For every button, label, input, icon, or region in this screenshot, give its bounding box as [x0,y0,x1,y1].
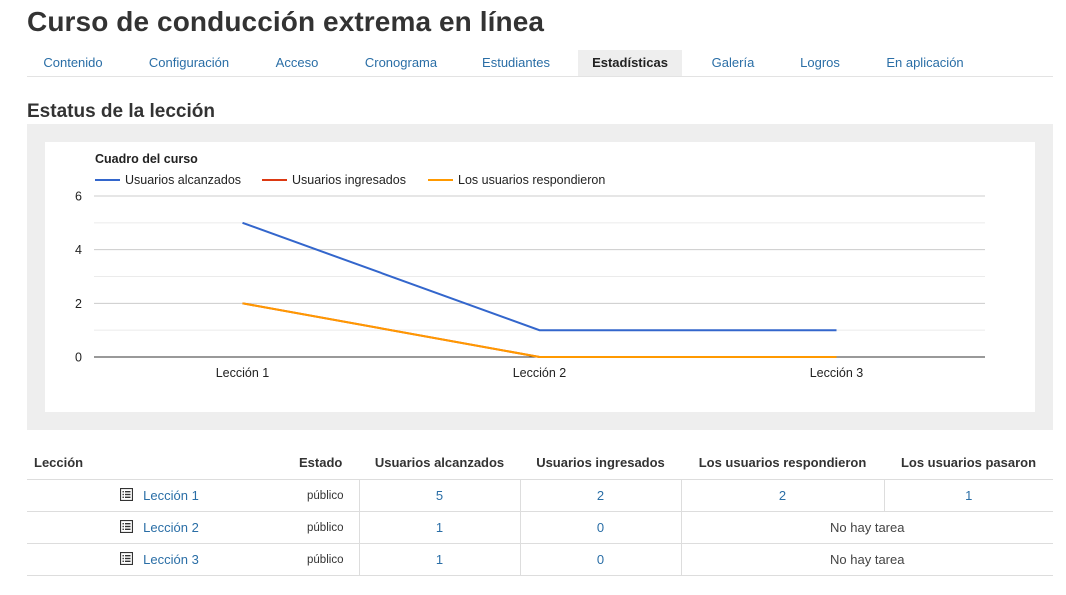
tab-acceso[interactable]: Acceso [275,55,319,70]
legend-label: Los usuarios respondieron [458,173,605,187]
document-list-icon [120,552,134,565]
passed-cell: 1 [883,479,1053,512]
chart-card: Cuadro del curso Usuarios alcanzados Usuar… [45,142,1035,412]
series-line [242,302,837,358]
tab-contenido[interactable]: Contenido [43,55,103,70]
table-row: Lección 3 público 1 0 No hay tarea [27,543,1053,576]
column-header-lesson: Lección [27,446,292,480]
page-title: Curso de conducción extrema en línea [27,6,545,37]
document-list-icon [120,520,134,533]
tab-logros[interactable]: Logros [800,55,840,70]
state-cell: público [292,479,359,512]
tab-estadisticas[interactable]: Estadísticas [578,50,682,76]
lesson-cell: Lección 1 [27,479,292,512]
legend-label: Usuarios ingresados [292,173,406,187]
x-tick-label: Lección 1 [216,366,270,380]
tab-estudiantes[interactable]: Estudiantes [482,55,550,70]
x-tick-label: Lección 3 [810,366,864,380]
lesson-cell: Lección 2 [27,511,292,544]
y-tick-label: 0 [75,351,82,365]
column-header-reached: Usuarios alcanzados [359,446,520,480]
lesson-link[interactable]: Lección 2 [143,520,199,535]
y-tick-label: 4 [75,243,82,257]
series-line [242,221,837,332]
legend-label: Usuarios alcanzados [125,173,241,187]
chart-title: Cuadro del curso [95,152,198,166]
y-tick-label: 2 [75,297,82,311]
lesson-link[interactable]: Lección 3 [143,552,199,567]
tab-galeria[interactable]: Galería [711,55,755,70]
entered-cell: 2 [519,479,681,512]
chart-panel: Cuadro del curso Usuarios alcanzados Usuar… [27,124,1053,430]
tab-cronograma[interactable]: Cronograma [364,55,438,70]
column-header-state: Estado [292,446,359,480]
x-tick-label: Lección 2 [513,366,567,380]
tab-bar: Contenido Configuración Acceso Cronogram… [27,50,1053,77]
column-header-entered: Usuarios ingresados [520,446,681,480]
column-header-answered: Los usuarios respondieron [681,446,884,480]
tab-en-aplicacion[interactable]: En aplicación [886,55,964,70]
tab-configuracion[interactable]: Configuración [148,55,230,70]
reached-cell: 5 [358,479,520,512]
entered-cell: 0 [519,511,681,544]
table-row: Lección 2 público 1 0 No hay tarea [27,511,1053,544]
document-list-icon [120,488,134,501]
section-title: Estatus de la lección [27,101,215,122]
table-header-row: Lección Estado Usuarios alcanzados Usuar… [27,446,1053,480]
state-cell: público [292,543,359,576]
column-header-passed: Los usuarios pasaron [884,446,1053,480]
lesson-cell: Lección 3 [27,543,292,576]
y-tick-label: 6 [75,190,82,204]
state-cell: público [292,511,359,544]
answered-cell: 2 [680,479,884,512]
lesson-status-table: Lección Estado Usuarios alcanzados Usuar… [27,446,1053,576]
lesson-link[interactable]: Lección 1 [143,488,199,503]
table-row: Lección 1 público 5 2 2 1 [27,479,1053,512]
reached-cell: 1 [358,511,520,544]
no-task-cell: No hay tarea [680,543,1053,576]
reached-cell: 1 [358,543,520,576]
no-task-cell: No hay tarea [680,511,1053,544]
entered-cell: 0 [519,543,681,576]
